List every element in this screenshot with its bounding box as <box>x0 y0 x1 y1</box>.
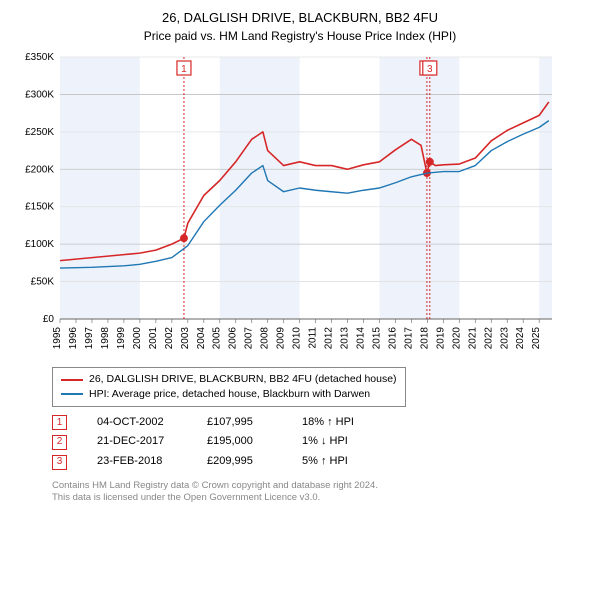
transaction-marker: 3 <box>52 455 67 470</box>
svg-text:1999: 1999 <box>116 327 127 350</box>
svg-text:1997: 1997 <box>84 327 95 350</box>
transaction-pct: 1% ↓ HPI <box>302 432 382 452</box>
svg-text:2022: 2022 <box>483 327 494 350</box>
svg-text:2017: 2017 <box>403 327 414 350</box>
svg-text:2025: 2025 <box>531 327 542 350</box>
svg-text:£350K: £350K <box>25 52 54 63</box>
table-row: 3 23-FEB-2018 £209,995 5% ↑ HPI <box>52 452 590 472</box>
svg-text:£150K: £150K <box>25 202 54 213</box>
table-row: 1 04-OCT-2002 £107,995 18% ↑ HPI <box>52 413 590 433</box>
svg-text:2004: 2004 <box>196 327 207 350</box>
legend-swatch <box>61 379 83 381</box>
svg-text:2013: 2013 <box>340 327 351 350</box>
chart-container: 26, DALGLISH DRIVE, BLACKBURN, BB2 4FU P… <box>0 0 600 590</box>
svg-text:2014: 2014 <box>356 327 367 350</box>
transaction-price: £195,000 <box>207 432 272 452</box>
svg-text:1998: 1998 <box>100 327 111 350</box>
svg-text:2003: 2003 <box>180 327 191 350</box>
transaction-date: 04-OCT-2002 <box>97 413 177 433</box>
svg-text:2023: 2023 <box>499 327 510 350</box>
svg-text:2018: 2018 <box>419 327 430 350</box>
transaction-date: 21-DEC-2017 <box>97 432 177 452</box>
legend: 26, DALGLISH DRIVE, BLACKBURN, BB2 4FU (… <box>52 367 406 406</box>
svg-text:£50K: £50K <box>31 277 55 288</box>
transaction-marker: 2 <box>52 435 67 450</box>
svg-text:2020: 2020 <box>451 327 462 350</box>
svg-text:2011: 2011 <box>308 327 319 349</box>
chart-title: 26, DALGLISH DRIVE, BLACKBURN, BB2 4FU <box>10 10 590 27</box>
svg-text:2024: 2024 <box>515 327 526 350</box>
svg-text:£200K: £200K <box>25 165 54 176</box>
footer-line-1: Contains HM Land Registry data © Crown c… <box>52 480 590 492</box>
line-chart: £0 £50K £100K £150K £200K £250K £300K £350K 1995… <box>10 49 560 359</box>
transaction-date: 23-FEB-2018 <box>97 452 177 472</box>
svg-text:2021: 2021 <box>467 327 478 350</box>
svg-text:2006: 2006 <box>228 327 239 350</box>
svg-text:£100K: £100K <box>25 239 54 250</box>
transactions-table: 1 04-OCT-2002 £107,995 18% ↑ HPI 2 21-DE… <box>52 413 590 472</box>
svg-text:2005: 2005 <box>212 327 223 350</box>
legend-item-price-paid: 26, DALGLISH DRIVE, BLACKBURN, BB2 4FU (… <box>61 372 397 387</box>
svg-text:£300K: £300K <box>25 90 54 101</box>
svg-text:2010: 2010 <box>292 327 303 350</box>
legend-swatch <box>61 393 83 395</box>
svg-text:£0: £0 <box>43 314 55 325</box>
svg-text:2007: 2007 <box>244 327 255 350</box>
svg-text:2000: 2000 <box>132 327 143 350</box>
transaction-price: £107,995 <box>207 413 272 433</box>
legend-item-hpi: HPI: Average price, detached house, Blac… <box>61 387 397 402</box>
svg-text:2016: 2016 <box>387 327 398 350</box>
svg-text:3: 3 <box>427 64 433 75</box>
svg-text:1995: 1995 <box>52 327 63 350</box>
svg-text:2012: 2012 <box>324 327 335 350</box>
svg-text:2002: 2002 <box>164 327 175 350</box>
svg-text:2009: 2009 <box>276 327 287 350</box>
transaction-price: £209,995 <box>207 452 272 472</box>
footer-line-2: This data is licensed under the Open Gov… <box>52 492 590 504</box>
footer-text: Contains HM Land Registry data © Crown c… <box>52 480 590 505</box>
svg-text:2015: 2015 <box>371 327 382 350</box>
svg-text:£250K: £250K <box>25 127 54 138</box>
table-row: 2 21-DEC-2017 £195,000 1% ↓ HPI <box>52 432 590 452</box>
transaction-pct: 5% ↑ HPI <box>302 452 382 472</box>
legend-label: HPI: Average price, detached house, Blac… <box>89 387 370 402</box>
transaction-pct: 18% ↑ HPI <box>302 413 382 433</box>
svg-text:2001: 2001 <box>148 327 159 350</box>
legend-label: 26, DALGLISH DRIVE, BLACKBURN, BB2 4FU (… <box>89 372 397 387</box>
svg-text:2008: 2008 <box>260 327 271 350</box>
svg-text:1996: 1996 <box>68 327 79 350</box>
chart-subtitle: Price paid vs. HM Land Registry's House … <box>10 29 590 43</box>
svg-text:2019: 2019 <box>435 327 446 350</box>
svg-text:1: 1 <box>181 64 187 75</box>
transaction-marker: 1 <box>52 415 67 430</box>
